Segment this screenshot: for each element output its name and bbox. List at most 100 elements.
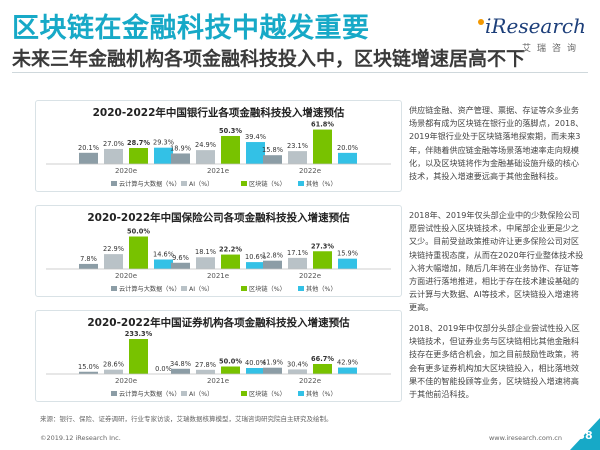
bank-description: 供应链金融、资产管理、票据、存证等众多业务场景都有成为区块链在银行业的落脚点，2… <box>409 105 584 182</box>
data-label: 27.3% <box>311 242 334 250</box>
legend-swatch <box>111 181 117 186</box>
legend-label: 其他（%） <box>306 390 337 398</box>
data-label: 66.7% <box>311 355 334 363</box>
legend-swatch <box>181 286 187 291</box>
legend-swatch <box>181 181 187 186</box>
data-label: 0.0% <box>155 365 172 373</box>
data-label: 17.1% <box>287 249 308 257</box>
data-label: 18.1% <box>195 248 216 256</box>
securities-description: 2018、2019年中仅部分头部企业尝试性投入区块链技术，但证券业务与区块链相比… <box>409 323 580 400</box>
data-label: 27.0% <box>103 140 124 148</box>
bar-other <box>154 259 173 269</box>
page-corner <box>570 418 600 450</box>
logo-text: iResearch <box>485 14 586 38</box>
legend-label: 区块链（%） <box>249 180 286 188</box>
category-label: 2021e <box>207 272 229 280</box>
data-label: 61.8% <box>311 121 334 129</box>
data-label: 22.9% <box>103 245 124 253</box>
bar-cloud <box>263 155 282 164</box>
legend-label: 区块链（%） <box>249 390 286 398</box>
bar-cloud <box>171 368 190 374</box>
data-label: 30.4% <box>287 360 308 368</box>
bar-other <box>246 142 265 164</box>
data-label: 50.3% <box>219 127 242 135</box>
data-label: 233.3% <box>125 330 153 338</box>
bar-ai <box>104 148 123 164</box>
chart-title: 2020-2022年中国银行业各项金融科技投入增速预估 <box>92 107 345 119</box>
data-label: 28.6% <box>103 361 124 369</box>
data-label: 41.9% <box>262 359 283 367</box>
bar-blockchain <box>221 366 240 374</box>
bar-other <box>154 147 173 164</box>
website: www.iresearch.com.cn <box>488 434 562 442</box>
iresearch-logo: iResearch 艾瑞咨询 <box>476 14 586 58</box>
legend-swatch <box>298 181 304 186</box>
data-label: 14.6% <box>153 251 174 259</box>
bar-cloud <box>79 371 98 374</box>
data-label: 50.0% <box>127 228 150 236</box>
category-label: 2022e <box>299 272 321 280</box>
data-label: 20.1% <box>78 144 99 152</box>
bar-cloud <box>79 152 98 164</box>
bar-other <box>338 152 357 164</box>
insurance-description: 2018年、2019年仅头部企业中的少数保险公司愿尝试性投入区块链技术，中尾部企… <box>409 210 584 313</box>
bar-other <box>246 262 265 269</box>
copyright: ©2019.12 iResearch Inc. <box>40 434 121 442</box>
legend-label: 云计算与大数据（%） <box>119 390 181 398</box>
data-label: 24.9% <box>195 141 216 149</box>
legend-swatch <box>241 181 247 186</box>
category-label: 2020e <box>115 167 137 175</box>
securities-chart: 15.0% 28.6% 233.3% 0.0% 2020e 34.8% 27.8% 50.0%… <box>46 330 391 398</box>
category-label: 2020e <box>115 272 137 280</box>
legend-label: 其他（%） <box>306 285 337 293</box>
header-divider <box>12 72 588 73</box>
source-note: 来源：银行、保险、证券调研，行业专家访谈，艾瑞数据核算模型，艾瑞咨询研究院自主研… <box>40 415 333 423</box>
data-label: 12.8% <box>262 252 283 260</box>
bar-cloud <box>263 260 282 269</box>
data-label: 40.0% <box>245 359 266 367</box>
bar-ai <box>104 254 123 269</box>
data-label: 28.7% <box>127 139 150 147</box>
legend-swatch <box>241 391 247 396</box>
data-label: 10.6% <box>245 253 266 261</box>
category-label: 2021e <box>207 377 229 385</box>
data-label: 15.9% <box>337 250 358 258</box>
data-label: 50.0% <box>219 358 242 366</box>
chart-title: 2020-2022年中国证券机构各项金融科技投入增速预估 <box>87 317 350 329</box>
data-label: 9.6% <box>172 254 189 262</box>
legend-label: 云计算与大数据（%） <box>119 285 181 293</box>
data-label: 27.8% <box>195 361 216 369</box>
bank-chart: 20.1% 27.0% 28.7% 29.3% 2020e 18.9% 24.9%50.3%… <box>46 121 391 188</box>
legend-swatch <box>111 286 117 291</box>
bar-ai <box>104 369 123 374</box>
bar-ai <box>196 257 215 269</box>
legend-swatch <box>298 286 304 291</box>
data-label: 22.2% <box>219 246 242 254</box>
legend-label: AI（%） <box>189 181 213 188</box>
logo-dot-icon <box>478 19 484 25</box>
data-label: 39.4% <box>245 133 266 141</box>
bar-ai <box>196 150 215 164</box>
legend-label: 区块链（%） <box>249 285 286 293</box>
data-label: 34.8% <box>170 360 191 368</box>
bar-ai <box>288 151 307 164</box>
bar-ai <box>288 369 307 374</box>
bar-other <box>338 258 357 269</box>
category-label: 2022e <box>299 167 321 175</box>
category-label: 2021e <box>207 167 229 175</box>
data-label: 20.0% <box>337 144 358 152</box>
bar-cloud <box>171 262 190 269</box>
insurance-chart-panel: 2020-2022年中国保险公司各项金融科技投入增速预估 7.8% 22.9% 50… <box>35 205 402 297</box>
bar-blockchain <box>129 236 148 269</box>
bar-cloud <box>263 367 282 374</box>
bar-cloud <box>171 153 190 164</box>
legend-swatch <box>241 286 247 291</box>
data-label: 15.0% <box>78 363 99 371</box>
securities-chart-panel: 2020-2022年中国证券机构各项金融科技投入增速预估 15.0% 28.6% 2… <box>35 310 402 402</box>
bar-blockchain <box>129 339 148 374</box>
legend-label: 云计算与大数据（%） <box>119 180 181 188</box>
page-title: 区块链在金融科技中越发重要 <box>12 13 370 44</box>
page-subtitle: 未来三年金融机构各项金融科技投入中，区块链增速居高不下 <box>12 48 526 70</box>
bar-blockchain <box>313 363 332 374</box>
category-label: 2022e <box>299 377 321 385</box>
